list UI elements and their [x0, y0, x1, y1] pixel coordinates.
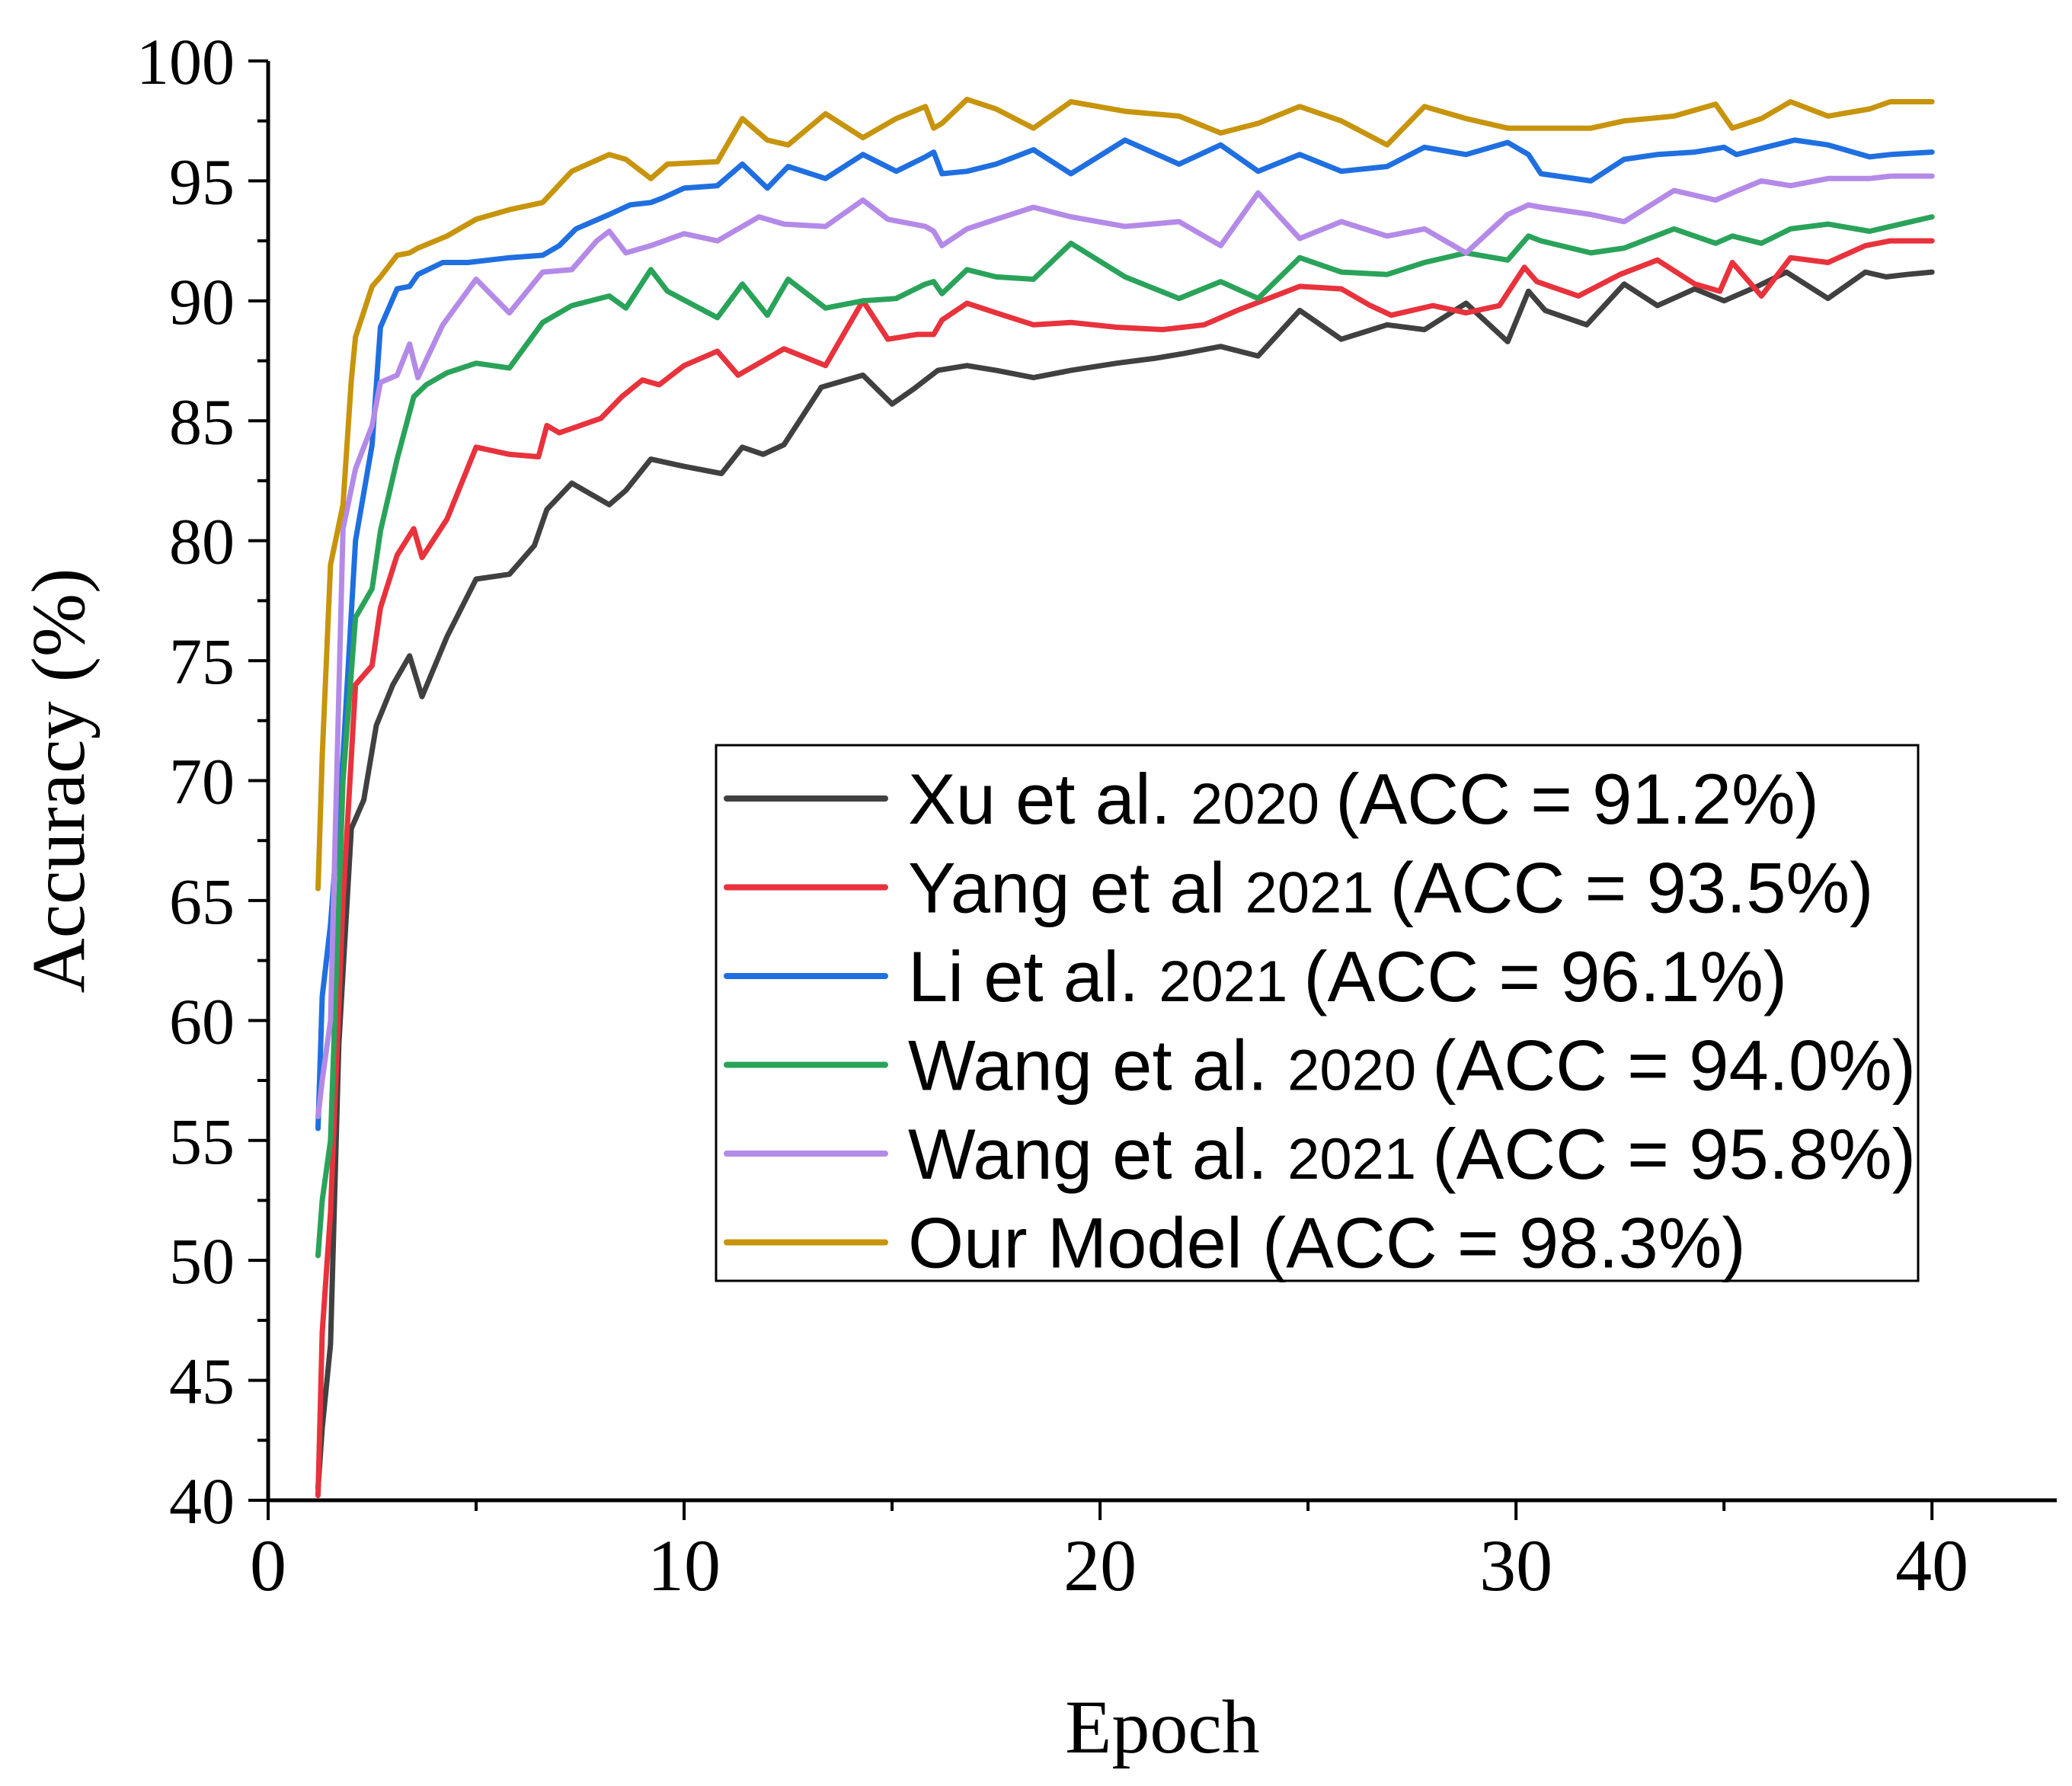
- y-tick-label: 85: [169, 385, 235, 458]
- y-tick-label: 80: [169, 505, 235, 578]
- legend: Xu et al. 2020 (ACC = 91.2%) Yang et al 2…: [715, 744, 1920, 1283]
- legend-acc: (ACC = 91.2%): [1335, 759, 1819, 839]
- legend-name: Li et al.: [908, 936, 1159, 1016]
- y-tick-label: 90: [169, 265, 235, 338]
- y-axis-title: Accuracy (%): [16, 568, 101, 994]
- legend-year: 2020: [1191, 772, 1335, 837]
- legend-acc: (ACC = 93.5%): [1390, 848, 1874, 928]
- x-axis-title: Epoch: [1065, 1685, 1259, 1769]
- y-tick-label: 70: [169, 745, 235, 818]
- legend-entry-4: Wang et al. 2020 (ACC = 94.0%): [908, 1026, 1916, 1106]
- x-tick-label: 10: [648, 1525, 721, 1606]
- legend-acc: (ACC = 95.8%): [1432, 1114, 1916, 1194]
- series-line-3: [315, 137, 1935, 1131]
- legend-entry-3: Li et al. 2021 (ACC = 96.1%): [908, 936, 1787, 1016]
- y-tick-label: 45: [169, 1345, 235, 1418]
- legend-name: Xu et al.: [908, 759, 1191, 839]
- legend-name: Our Model: [908, 1203, 1262, 1283]
- legend-name: Wang et al.: [908, 1026, 1287, 1106]
- series-line-2: [315, 238, 1935, 1499]
- legend-acc: (ACC = 98.3%): [1262, 1203, 1746, 1283]
- series-line-6: [315, 96, 1935, 891]
- legend-name: Wang et al.: [908, 1114, 1287, 1194]
- x-tick-label: 20: [1063, 1525, 1137, 1606]
- legend-entry-1: Xu et al. 2020 (ACC = 91.2%): [908, 759, 1819, 839]
- series-line-5: [315, 173, 1935, 1119]
- y-tick-label: 65: [169, 865, 235, 938]
- y-tick-label: 75: [169, 625, 235, 698]
- legend-year: 2021: [1245, 861, 1389, 926]
- series-group: [315, 96, 1935, 1499]
- x-tick-label: 0: [250, 1525, 286, 1606]
- series-line-4: [315, 214, 1935, 1259]
- legend-entry-6: Our Model (ACC = 98.3%): [908, 1203, 1746, 1283]
- legend-year: 2021: [1287, 1127, 1432, 1192]
- y-tick-label: 50: [169, 1224, 235, 1298]
- series-line-1: [315, 269, 1935, 1491]
- legend-box: [715, 744, 1920, 1282]
- y-tick-label: 40: [169, 1464, 235, 1538]
- legend-acc: (ACC = 96.1%): [1303, 936, 1787, 1016]
- legend-acc: (ACC = 94.0%): [1432, 1026, 1916, 1106]
- axes-group: 0 10 20 30 40 40 45 50 55 60 65 70 75 80 85 90 95 100: [136, 25, 2057, 1606]
- y-tick-label: 95: [169, 145, 235, 218]
- y-tick-label: 60: [169, 984, 235, 1058]
- y-tick-label: 100: [136, 25, 235, 98]
- x-tick-label: 30: [1479, 1525, 1552, 1606]
- x-tick-label: 40: [1895, 1525, 1968, 1606]
- legend-entry-2: Yang et al 2021 (ACC = 93.5%): [908, 848, 1873, 928]
- legend-entry-5: Wang et al. 2021 (ACC = 95.8%): [908, 1114, 1916, 1194]
- y-tick-label: 55: [169, 1105, 235, 1178]
- legend-name: Yang et al: [908, 848, 1245, 928]
- legend-year: 2021: [1159, 949, 1303, 1014]
- legend-year: 2020: [1287, 1039, 1432, 1103]
